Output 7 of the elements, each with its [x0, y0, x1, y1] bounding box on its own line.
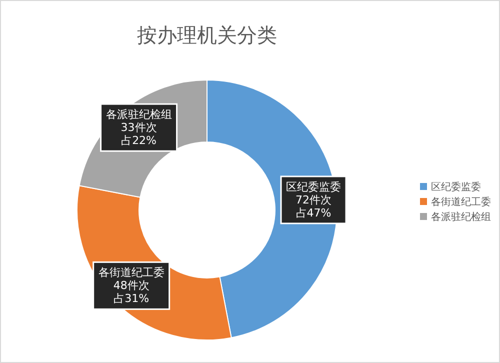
- slice-label: 区纪委监委: [286, 180, 342, 194]
- slice-label: 各派驻纪检组: [106, 108, 172, 122]
- slice-label: 各街道纪工委: [98, 266, 164, 280]
- legend-label: 各街道纪工委: [431, 196, 491, 208]
- legend-label: 各派驻纪检组: [431, 211, 491, 223]
- title: 按办理机关分类: [137, 23, 277, 47]
- legend-label: 区纪委监委: [431, 181, 481, 193]
